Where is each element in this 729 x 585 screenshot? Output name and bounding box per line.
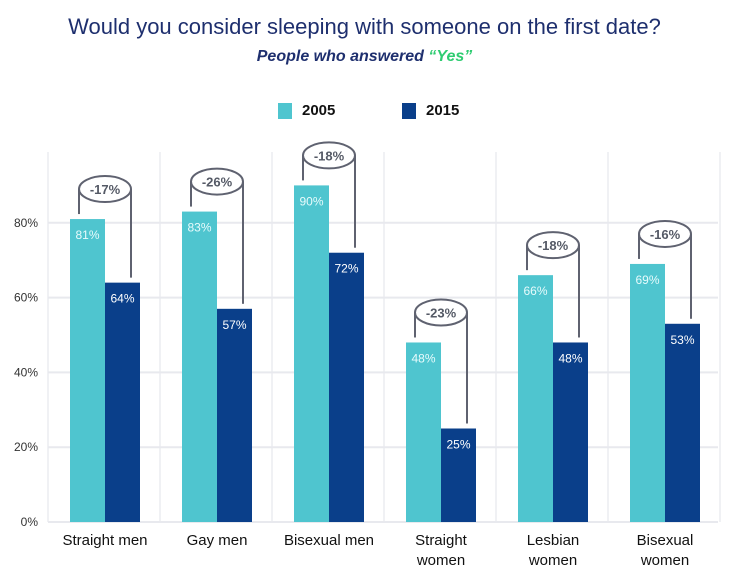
change-label: -23% (426, 305, 457, 320)
bar-2015 (329, 252, 364, 522)
bar-label-2015: 48% (558, 351, 582, 365)
change-bubble (190, 167, 244, 196)
legend-label-2005: 2005 (302, 102, 336, 119)
chart-title: Would you consider sleeping with someone… (68, 14, 661, 39)
bar-label-2015: 72% (334, 262, 358, 276)
change-label: -16% (650, 227, 681, 242)
bar-label-2005: 83% (187, 221, 211, 235)
y-tick-label: 0% (21, 515, 39, 529)
x-tick-label: Straight (415, 532, 468, 549)
subtitle-text: People who answered (256, 48, 429, 65)
legend-item-2005: 2005 (278, 102, 335, 119)
x-tick-label: Straight men (62, 532, 147, 549)
y-tick-label: 80% (14, 216, 38, 230)
x-tick-label: Gay men (187, 532, 248, 549)
bar-2005 (406, 342, 441, 522)
subtitle-highlight: “Yes” (428, 48, 473, 65)
bar-label-2005: 69% (635, 273, 659, 287)
change-label: -18% (314, 148, 345, 163)
legend-swatch-2005 (278, 102, 292, 119)
bar-label-2015: 25% (446, 438, 470, 452)
bar-label-2005: 81% (75, 228, 99, 242)
legend-label-2015: 2015 (426, 102, 460, 119)
change-bubble (302, 141, 356, 170)
change-label: -26% (202, 175, 233, 190)
bar-label-2015: 64% (110, 292, 134, 306)
y-tick-label: 60% (14, 291, 38, 305)
bar-2005 (294, 185, 329, 522)
x-tick-label: women (640, 552, 689, 569)
change-bubble (638, 219, 692, 248)
y-tick-label: 20% (14, 440, 38, 454)
bar-label-2005: 48% (411, 351, 435, 365)
bar-2005 (70, 219, 105, 522)
bar-2005 (182, 211, 217, 522)
change-label: -18% (538, 238, 569, 253)
x-tick-label: Bisexual men (284, 532, 374, 549)
change-label: -17% (90, 182, 121, 197)
bar-label-2015: 57% (222, 318, 246, 332)
change-bubble (78, 175, 132, 204)
change-bubble (414, 298, 468, 327)
chart-subtitle: People who answered “Yes” (0, 48, 729, 66)
bar-2005 (630, 263, 665, 522)
x-tick-label: Bisexual (637, 532, 694, 549)
bar-2005 (518, 275, 553, 522)
bar-label-2005: 90% (299, 194, 323, 208)
bar-2015 (665, 323, 700, 522)
bar-2015 (553, 342, 588, 522)
bar-label-2015: 53% (670, 333, 694, 347)
y-tick-label: 40% (14, 365, 38, 379)
legend-item-2015: 2015 (402, 102, 459, 119)
x-tick-label: women (528, 552, 577, 569)
change-bubble (526, 231, 580, 260)
x-tick-label: women (416, 552, 465, 569)
x-tick-label: Lesbian (527, 532, 580, 549)
bar-2015 (217, 308, 252, 522)
bar-2015 (441, 428, 476, 522)
legend-swatch-2015 (402, 102, 416, 119)
bar-label-2005: 66% (523, 284, 547, 298)
bar-2015 (105, 282, 140, 522)
